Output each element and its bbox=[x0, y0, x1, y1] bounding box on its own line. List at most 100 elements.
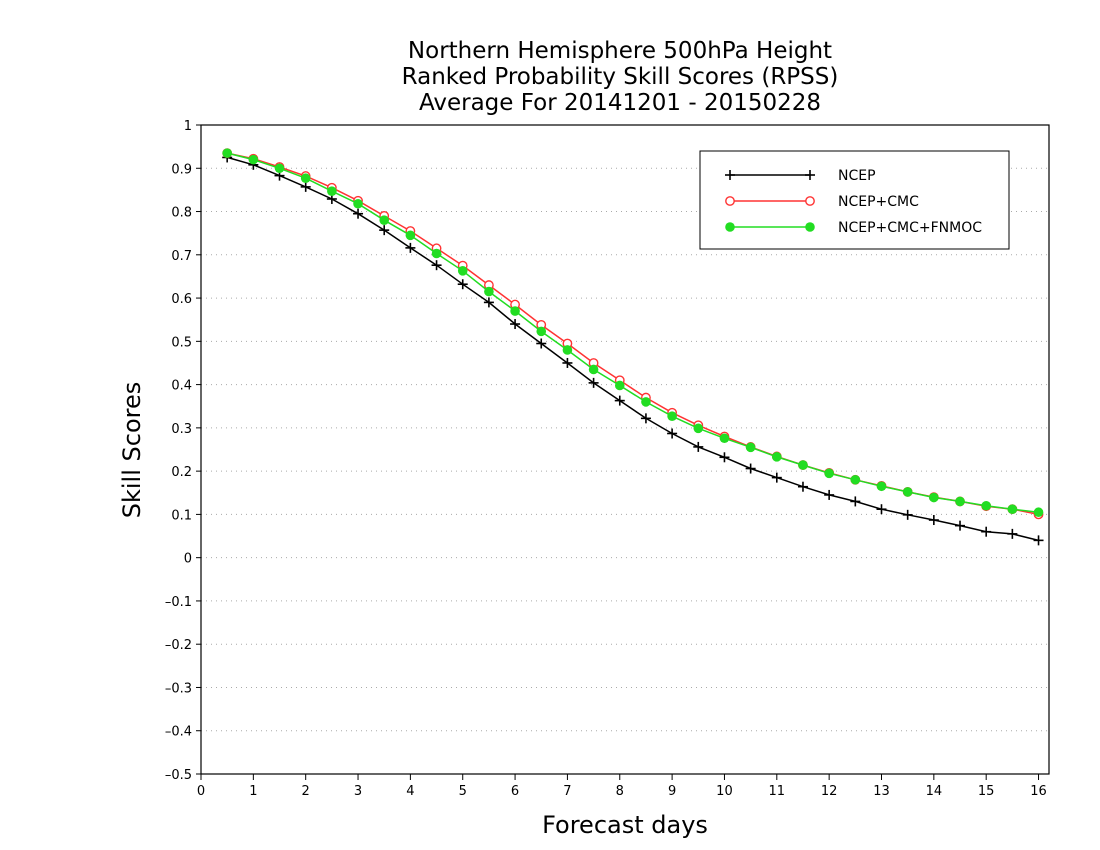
y-tick-label: 0.6 bbox=[171, 292, 192, 307]
y-tick-label: –0.4 bbox=[165, 725, 192, 740]
legend-label: NCEP+CMC+FNMOC bbox=[838, 220, 982, 236]
legend: NCEP NCEP+CMC NCEP+CMC+FNMOC bbox=[699, 150, 1010, 250]
data-point bbox=[876, 504, 887, 515]
data-point bbox=[772, 452, 782, 462]
data-point bbox=[222, 148, 232, 158]
data-point bbox=[928, 515, 939, 526]
chart-title: Northern Hemisphere 500hPa Height Ranked… bbox=[402, 38, 839, 116]
data-point bbox=[614, 395, 625, 406]
data-point bbox=[719, 433, 730, 444]
data-point bbox=[1033, 507, 1044, 518]
x-tick-label: 5 bbox=[459, 784, 467, 799]
data-point bbox=[483, 297, 494, 308]
data-point bbox=[300, 173, 311, 184]
y-tick-label: 0.5 bbox=[171, 335, 192, 350]
data-point bbox=[745, 442, 756, 453]
data-point bbox=[405, 242, 416, 253]
data-point bbox=[562, 357, 573, 368]
x-tick-label: 14 bbox=[926, 784, 943, 799]
data-point bbox=[457, 279, 468, 290]
data-point bbox=[510, 319, 521, 330]
data-point bbox=[850, 496, 861, 507]
legend-marker bbox=[725, 196, 735, 206]
y-axis-label: Skill Scores bbox=[118, 382, 146, 519]
data-point bbox=[693, 423, 704, 434]
y-axis-ticks: –0.5 –0.4 –0.3 –0.2 –0.1 0 0.1 0.2 0.3 0.4 0.5 0.6 0… bbox=[165, 119, 201, 783]
x-tick-label: 7 bbox=[563, 784, 571, 799]
data-point bbox=[353, 198, 363, 209]
data-point bbox=[955, 496, 965, 507]
y-tick-label: 0 bbox=[184, 552, 192, 567]
legend-marker bbox=[725, 222, 735, 232]
data-point bbox=[929, 492, 939, 503]
x-tick-label: 16 bbox=[1030, 784, 1047, 799]
title-line-1: Northern Hemisphere 500hPa Height bbox=[408, 38, 832, 64]
data-point bbox=[379, 225, 390, 236]
y-tick-label: 0.4 bbox=[171, 379, 192, 394]
data-point bbox=[745, 463, 756, 474]
data-point bbox=[797, 481, 808, 492]
x-tick-label: 15 bbox=[978, 784, 995, 799]
data-point bbox=[824, 489, 835, 500]
data-point bbox=[274, 163, 285, 174]
data-point bbox=[327, 186, 337, 196]
x-tick-label: 12 bbox=[821, 784, 838, 799]
legend-marker bbox=[805, 196, 815, 206]
data-point bbox=[1033, 535, 1044, 546]
data-point bbox=[431, 260, 442, 271]
legend-entry: NCEP+CMC+FNMOC bbox=[725, 220, 982, 236]
legend-marker bbox=[805, 170, 815, 180]
data-point bbox=[1007, 528, 1018, 539]
data-point bbox=[667, 428, 678, 439]
series-ncep-cmc-fnmoc bbox=[222, 148, 1044, 518]
x-tick-label: 11 bbox=[769, 784, 786, 799]
data-point bbox=[484, 286, 494, 297]
data-point bbox=[641, 397, 651, 407]
plot-frame bbox=[200, 124, 1050, 775]
data-point bbox=[379, 215, 390, 225]
x-tick-label: 2 bbox=[302, 784, 310, 799]
data-point bbox=[850, 474, 861, 485]
x-tick-label: 8 bbox=[616, 784, 624, 799]
data-point bbox=[876, 481, 887, 492]
data-point bbox=[536, 326, 547, 337]
data-point bbox=[798, 460, 808, 470]
y-tick-label: 1 bbox=[184, 119, 192, 134]
series-layer bbox=[222, 148, 1044, 546]
legend-entry: NCEP bbox=[725, 168, 876, 184]
x-tick-label: 4 bbox=[406, 784, 414, 799]
y-tick-label: –0.2 bbox=[165, 638, 192, 653]
data-point bbox=[667, 411, 677, 421]
data-point bbox=[693, 441, 704, 452]
x-tick-label: 6 bbox=[511, 784, 519, 799]
series-line bbox=[226, 156, 1039, 542]
data-point bbox=[248, 154, 259, 165]
legend-marker bbox=[805, 222, 815, 232]
x-tick-label: 9 bbox=[668, 784, 676, 799]
x-tick-label: 3 bbox=[354, 784, 362, 799]
legend-marker bbox=[725, 170, 735, 180]
data-point bbox=[510, 306, 520, 316]
legend-box bbox=[699, 150, 1010, 250]
x-tick-label: 1 bbox=[249, 784, 257, 799]
data-point bbox=[1007, 504, 1018, 515]
y-tick-label: –0.1 bbox=[165, 595, 192, 610]
data-point bbox=[719, 452, 730, 463]
data-point bbox=[300, 181, 311, 192]
data-point bbox=[431, 248, 442, 259]
y-tick-label: 0.2 bbox=[171, 465, 192, 480]
title-line-3: Average For 20141201 - 20150228 bbox=[419, 90, 821, 116]
legend-label: NCEP+CMC bbox=[838, 194, 919, 210]
data-point bbox=[405, 230, 416, 241]
data-point bbox=[614, 380, 625, 391]
data-point bbox=[457, 266, 468, 276]
data-point bbox=[771, 472, 782, 483]
legend-entry: NCEP+CMC bbox=[725, 194, 919, 210]
grid-lines bbox=[201, 167, 1049, 732]
y-tick-label: 0.1 bbox=[171, 508, 192, 523]
data-point bbox=[981, 526, 992, 537]
data-point bbox=[955, 520, 966, 531]
y-tick-label: –0.3 bbox=[165, 681, 192, 696]
data-point bbox=[824, 468, 834, 479]
y-tick-label: 0.3 bbox=[171, 422, 192, 437]
